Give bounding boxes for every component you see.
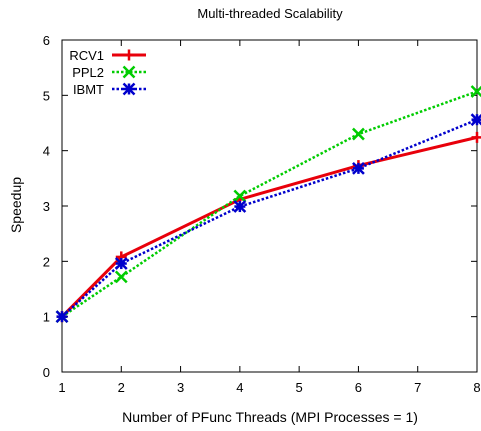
x-tick-label: 5: [296, 380, 303, 395]
x-tick-label: 8: [473, 380, 480, 395]
y-tick-label: 5: [43, 88, 50, 103]
y-axis-label: Speedup: [8, 177, 24, 233]
y-tick-label: 2: [43, 254, 50, 269]
x-axis-label: Number of PFunc Threads (MPI Processes =…: [122, 409, 418, 425]
y-tick-label: 6: [43, 33, 50, 48]
legend-marker: [122, 65, 136, 79]
x-tick-label: 7: [414, 380, 421, 395]
x-tick-label: 1: [58, 380, 65, 395]
series-ibmt: [55, 113, 481, 324]
series-line: [60, 135, 478, 318]
legend-marker: [123, 49, 135, 61]
data-point: [114, 257, 128, 270]
x-tick-label: 6: [355, 380, 362, 395]
y-tick-label: 0: [43, 365, 50, 380]
y-tick-label: 4: [43, 144, 50, 159]
x-tick-label: 3: [177, 380, 184, 395]
legend-marker: [122, 82, 136, 96]
series-ppl2: [55, 85, 481, 324]
data-point: [352, 161, 365, 175]
legend-label: IBMT: [73, 82, 104, 97]
legend: RCV1 PPL2 IBMT: [69, 48, 146, 97]
data-point: [470, 113, 481, 127]
legend-label: RCV1: [69, 48, 104, 63]
data-point: [114, 270, 128, 284]
series-rcv1: [56, 131, 481, 323]
x-tick-label: 4: [236, 380, 243, 395]
data-point: [55, 310, 69, 324]
data-point: [233, 200, 247, 213]
y-tick-label: 3: [43, 199, 50, 214]
y-tick-label: 1: [43, 310, 50, 325]
chart-title: Multi-threaded Scalability: [197, 6, 343, 21]
x-tick-label: 2: [118, 380, 125, 395]
legend-label: PPL2: [72, 65, 104, 80]
series-line: [61, 90, 478, 318]
data-point: [352, 127, 365, 141]
data-point: [233, 189, 247, 203]
data-point: [471, 131, 481, 143]
series-line: [61, 118, 478, 318]
